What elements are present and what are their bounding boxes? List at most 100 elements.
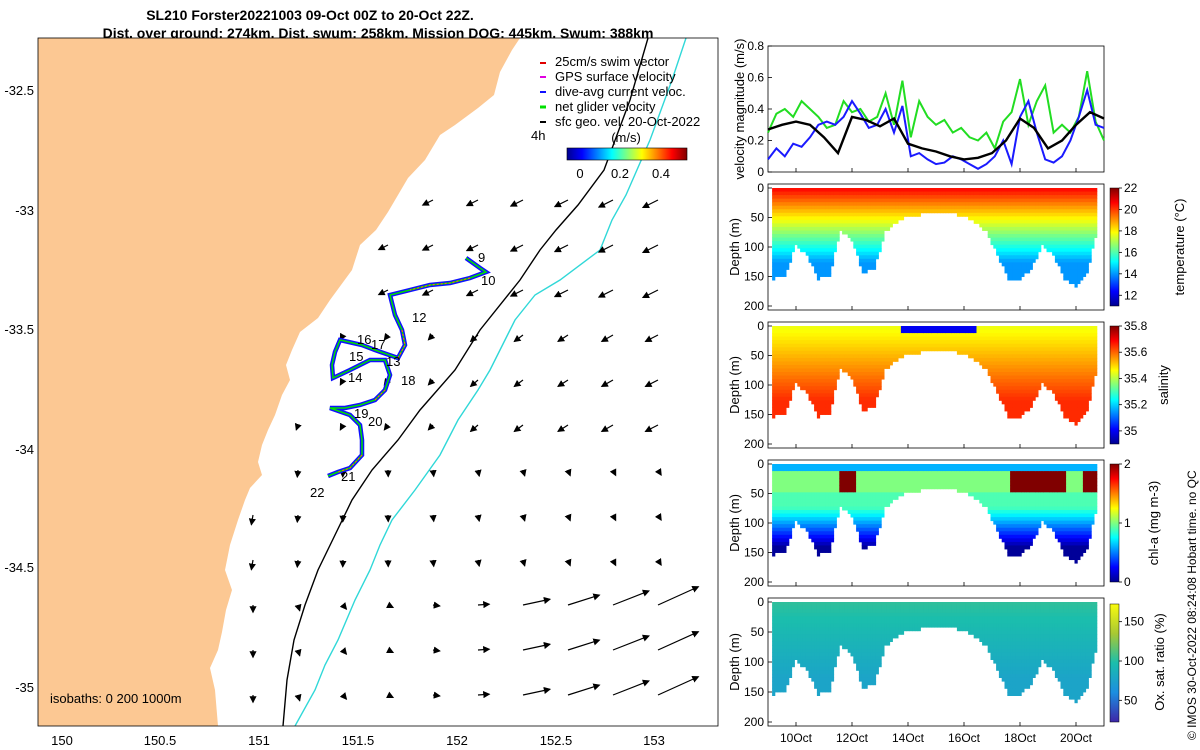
section-cell bbox=[811, 333, 815, 338]
section-cell bbox=[1082, 393, 1087, 398]
section-cell bbox=[1082, 343, 1087, 348]
section-cell bbox=[861, 357, 865, 362]
section-cell bbox=[819, 343, 823, 348]
section-cell bbox=[802, 219, 807, 224]
section-cell bbox=[836, 326, 840, 330]
section-cell bbox=[864, 538, 868, 543]
section-cell bbox=[909, 347, 913, 352]
section-cell bbox=[853, 329, 857, 334]
section-cell bbox=[811, 478, 815, 483]
section-cell bbox=[836, 357, 840, 362]
section-cell bbox=[1018, 386, 1022, 391]
section-cell bbox=[864, 510, 868, 515]
section-cell bbox=[872, 343, 877, 348]
section-cell bbox=[909, 350, 913, 355]
section-cell bbox=[917, 329, 921, 334]
section-cell bbox=[870, 357, 874, 362]
section-cell bbox=[1052, 382, 1056, 387]
section-cell bbox=[1004, 248, 1008, 253]
section-cell bbox=[940, 188, 944, 192]
velocity-arrow bbox=[564, 558, 572, 567]
section-cell bbox=[1063, 372, 1067, 377]
section-cell bbox=[872, 219, 877, 224]
section-cell bbox=[850, 234, 854, 239]
section-cell bbox=[1085, 216, 1089, 221]
section-cell bbox=[1054, 258, 1059, 263]
section-cell bbox=[814, 248, 818, 253]
section-cell bbox=[1068, 400, 1073, 405]
section-cell bbox=[774, 202, 779, 207]
section-cell bbox=[853, 191, 857, 196]
section-cell bbox=[1071, 198, 1075, 203]
section-cell bbox=[830, 361, 835, 366]
section-cell bbox=[1046, 202, 1050, 207]
section-cell bbox=[783, 350, 787, 355]
section-cell bbox=[1049, 209, 1053, 214]
section-cell bbox=[830, 202, 835, 207]
section-cell bbox=[954, 188, 958, 192]
section-cell bbox=[816, 510, 821, 515]
section-cell bbox=[996, 198, 1000, 203]
section-cell bbox=[1029, 336, 1033, 341]
section-cell bbox=[777, 272, 781, 277]
section-cell bbox=[1066, 205, 1070, 210]
section-cell bbox=[1066, 209, 1070, 214]
section-cell bbox=[998, 347, 1003, 352]
section-cell bbox=[867, 471, 871, 476]
section-cell bbox=[802, 216, 807, 221]
section-cell bbox=[802, 481, 807, 486]
section-cell bbox=[844, 357, 849, 362]
section-cell bbox=[987, 333, 991, 338]
section-cell bbox=[1021, 195, 1025, 200]
section-cell bbox=[802, 223, 807, 228]
section-cell bbox=[797, 485, 801, 490]
section-cell bbox=[788, 212, 793, 217]
section-cell bbox=[797, 357, 801, 362]
section-cell bbox=[909, 336, 913, 341]
section-cell bbox=[1029, 244, 1033, 249]
section-cell bbox=[816, 265, 821, 270]
section-cell bbox=[1082, 372, 1087, 377]
section-cell bbox=[1029, 202, 1033, 207]
section-cell bbox=[861, 527, 865, 532]
section-cell bbox=[819, 393, 823, 398]
section-cell bbox=[993, 336, 997, 341]
section-cell bbox=[1018, 255, 1022, 260]
section-cell bbox=[1026, 230, 1031, 235]
section-cell bbox=[808, 258, 812, 263]
section-cell bbox=[881, 198, 885, 203]
section-cell bbox=[802, 492, 807, 497]
map-colorbar-bar bbox=[566, 147, 688, 161]
section-cell bbox=[875, 333, 879, 338]
section-cell bbox=[828, 464, 832, 468]
section-cell bbox=[828, 237, 832, 242]
section-cell bbox=[875, 340, 879, 345]
section-cell bbox=[786, 400, 790, 405]
section-cell bbox=[830, 188, 835, 192]
section-cell bbox=[780, 524, 784, 529]
section-cell bbox=[780, 336, 784, 341]
section-cell bbox=[1066, 347, 1070, 352]
section-cell bbox=[811, 506, 815, 511]
section-cell bbox=[811, 485, 815, 490]
section-cell bbox=[856, 340, 860, 345]
section-cell bbox=[830, 534, 835, 539]
section-cell bbox=[1082, 347, 1087, 352]
isobaths-label: isobaths: 0 200 1000m bbox=[50, 691, 182, 706]
section-cell bbox=[797, 195, 801, 200]
section-cell bbox=[864, 474, 868, 479]
section-cell bbox=[853, 513, 857, 518]
section-cell bbox=[1091, 202, 1095, 207]
section-cell bbox=[830, 244, 835, 249]
section-cell bbox=[1068, 226, 1073, 231]
section-cell bbox=[970, 188, 975, 192]
section-cell bbox=[1032, 382, 1036, 387]
section-cell bbox=[830, 209, 835, 214]
section-cell bbox=[1049, 347, 1053, 352]
section-cell bbox=[1026, 241, 1031, 246]
section-cell bbox=[982, 188, 986, 192]
section-cell bbox=[1001, 379, 1005, 384]
salinity-colorbar bbox=[1109, 325, 1120, 445]
section-cell bbox=[1071, 357, 1075, 362]
section-cell bbox=[819, 471, 823, 476]
